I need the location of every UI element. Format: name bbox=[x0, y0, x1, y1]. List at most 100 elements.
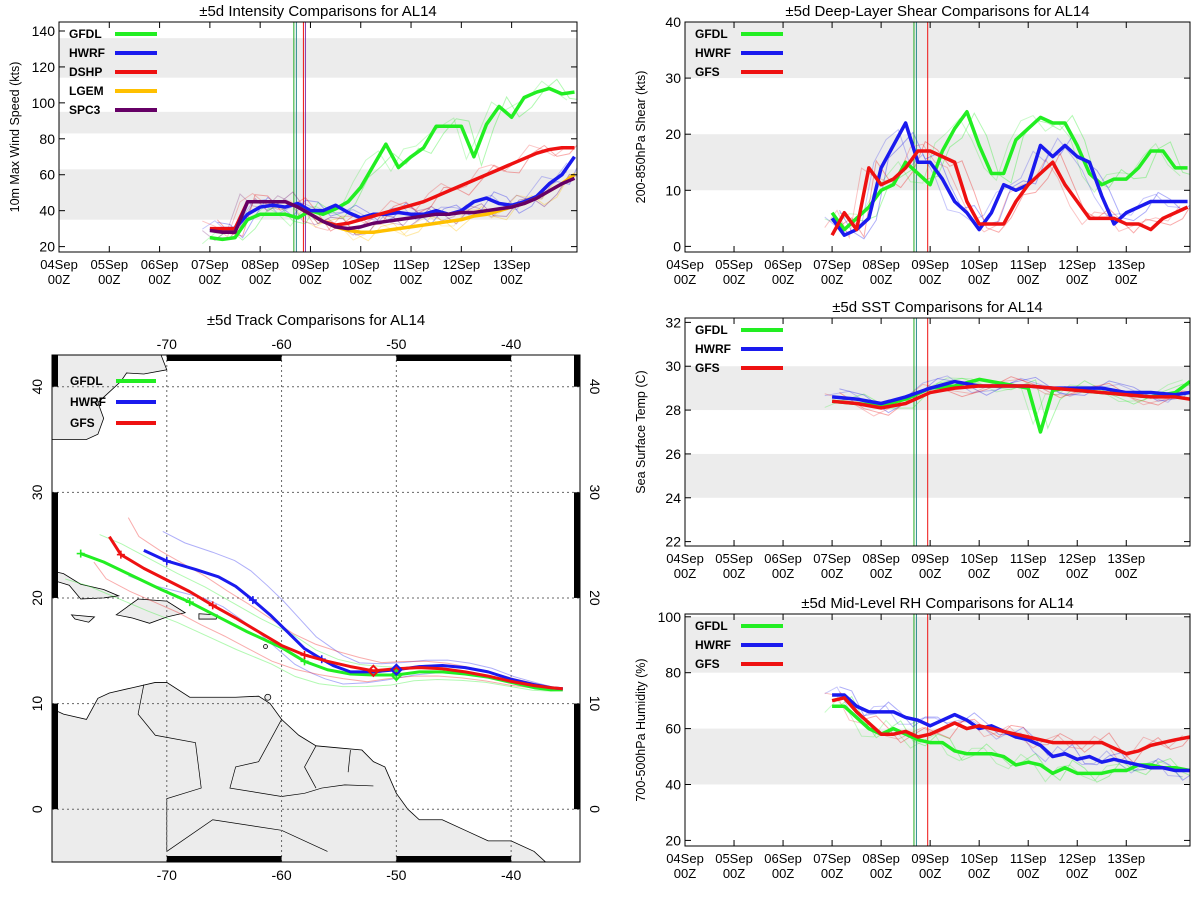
shear-xtick-label-day: 05Sep bbox=[715, 257, 753, 272]
sst-xtick-label-hour: 00Z bbox=[674, 566, 696, 581]
rh-ensemble-gfs-0 bbox=[839, 691, 1190, 764]
sst-band-0 bbox=[685, 453, 1190, 498]
shear-plot-frame bbox=[684, 21, 1191, 253]
rh-xtick-label-day: 07Sep bbox=[813, 851, 851, 866]
florida-land bbox=[52, 527, 53, 531]
intensity-xtick-label-day: 04Sep bbox=[40, 257, 78, 272]
map-lon-label-top: -70 bbox=[157, 336, 177, 352]
rh-xtick-label-day: 05Sep bbox=[715, 851, 753, 866]
sst-ytick-label: 30 bbox=[665, 358, 681, 374]
sst-xtick-label-day: 08Sep bbox=[862, 551, 900, 566]
sst-xtick-label-hour: 00Z bbox=[968, 566, 990, 581]
sst-xtick-label-day: 12Sep bbox=[1058, 551, 1096, 566]
intensity-legend-label: LGEM bbox=[69, 84, 104, 98]
intensity-ensemble-spc3-0 bbox=[217, 173, 577, 239]
shear-xtick-label-day: 13Sep bbox=[1107, 257, 1145, 272]
intensity-xtick-label-hour: 00Z bbox=[249, 272, 271, 287]
sst-plot-frame bbox=[684, 317, 1191, 547]
track-ensemble-gfs-1 bbox=[93, 561, 563, 690]
track-title: ±5d Track Comparisons for AL14 bbox=[207, 312, 425, 329]
map-lat-label-left: 20 bbox=[29, 590, 45, 606]
rh-xtick-label-hour: 00Z bbox=[1115, 866, 1137, 881]
sst-xtick-label-day: 06Sep bbox=[764, 551, 802, 566]
intensity-xtick-label-day: 13Sep bbox=[493, 257, 531, 272]
sst-xtick-label-day: 07Sep bbox=[813, 551, 851, 566]
rh-band-0 bbox=[685, 728, 1190, 785]
rh-ylabel: 700-500hPa Humidity (%) bbox=[634, 658, 648, 801]
shear-series-gfdl bbox=[830, 110, 1188, 232]
rh-plot-frame bbox=[684, 613, 1191, 847]
sst-ytick-label: 32 bbox=[665, 314, 681, 330]
shear-xtick-label-hour: 00Z bbox=[723, 272, 745, 287]
rh-chart: 2040608010004Sep00Z05Sep00Z06Sep00Z07Sep… bbox=[634, 595, 1191, 881]
intensity-plot-frame bbox=[58, 21, 578, 253]
map-frame-bar-left bbox=[52, 703, 58, 810]
intensity-ytick-label: 20 bbox=[39, 239, 55, 255]
rh-xtick-label-hour: 00Z bbox=[1066, 866, 1088, 881]
rh-ytick-label: 40 bbox=[665, 777, 681, 793]
map-lat-label-right: 40 bbox=[587, 379, 603, 395]
shear-legend-label: GFDL bbox=[695, 27, 728, 41]
rh-series-gfs bbox=[831, 696, 1190, 756]
sst-legend-label: HWRF bbox=[695, 342, 731, 356]
country-border-0 bbox=[137, 684, 202, 852]
intensity-series-spc3 bbox=[209, 176, 576, 234]
rh-xtick-label-hour: 00Z bbox=[1017, 866, 1039, 881]
intensity-legend-label: GFDL bbox=[69, 27, 102, 41]
shear-xtick-label-hour: 00Z bbox=[1115, 272, 1137, 287]
intensity-ytick-label: 140 bbox=[32, 23, 56, 39]
map-lat-label-right: 30 bbox=[587, 485, 603, 501]
lesser-antilles-land bbox=[263, 644, 268, 649]
map-lon-label-top: -60 bbox=[271, 336, 291, 352]
country-border-1 bbox=[229, 719, 374, 797]
intensity-xtick-label-hour: 00Z bbox=[299, 272, 321, 287]
map-lat-label-left: 0 bbox=[29, 805, 45, 813]
sst-legend-label: GFS bbox=[695, 361, 720, 375]
rh-ensemble-hwrf-0 bbox=[839, 686, 1190, 781]
map-lon-label-bottom: -40 bbox=[501, 867, 521, 883]
track-position-marker-hwrf bbox=[389, 663, 403, 677]
rh-series-gfdl bbox=[832, 704, 1190, 776]
rh-title: ±5d Mid-Level RH Comparisons for AL14 bbox=[801, 595, 1074, 612]
sst-series-gfs bbox=[831, 384, 1190, 410]
intensity-xtick-label-hour: 00Z bbox=[500, 272, 522, 287]
rh-legend-label: GFDL bbox=[695, 619, 728, 633]
shear-xtick-label-day: 12Sep bbox=[1058, 257, 1096, 272]
rh-xtick-label-hour: 00Z bbox=[919, 866, 941, 881]
shear-ensemble-gfs-0 bbox=[839, 140, 1190, 239]
track-map: -70 -70 -60 -60 -50 -50 -40 -40 0 0 10 10 20 20 30 30 40… bbox=[29, 312, 603, 883]
map-lat-label-right: 20 bbox=[587, 590, 603, 606]
map-lon-label-bottom: -50 bbox=[386, 867, 406, 883]
sst-xtick-label-hour: 00Z bbox=[1017, 566, 1039, 581]
shear-xtick-label-day: 11Sep bbox=[1010, 257, 1047, 272]
sst-ytick-label: 22 bbox=[665, 534, 681, 550]
country-border-2 bbox=[304, 745, 317, 789]
sst-ensemble-gfs-1 bbox=[824, 378, 1183, 417]
rh-xtick-label-hour: 00Z bbox=[870, 866, 892, 881]
track-ensemble-hwrf-0 bbox=[162, 530, 563, 690]
sst-chart: 22242628303204Sep00Z05Sep00Z06Sep00Z07Se… bbox=[634, 299, 1191, 581]
shear-ytick-label: 20 bbox=[665, 126, 681, 142]
intensity-legend-label: SPC3 bbox=[69, 103, 101, 117]
country-border-4 bbox=[166, 819, 328, 852]
sst-xtick-label-day: 13Sep bbox=[1107, 551, 1145, 566]
shear-xtick-label-hour: 00Z bbox=[870, 272, 892, 287]
map-frame-bar-left bbox=[52, 355, 58, 387]
intensity-ytick-label: 80 bbox=[39, 131, 55, 147]
intensity-legend-label: DSHP bbox=[69, 65, 102, 79]
track-position-marker-gfdl bbox=[389, 668, 403, 682]
shear-ensemble-gfs-1 bbox=[824, 143, 1181, 240]
intensity-series-gfdl bbox=[209, 86, 575, 242]
sst-xtick-label-hour: 00Z bbox=[1115, 566, 1137, 581]
map-lat-label-left: 10 bbox=[29, 696, 45, 712]
map-frame-bar-top bbox=[166, 355, 282, 361]
intensity-ytick-label: 120 bbox=[32, 59, 56, 75]
track-series-gfs bbox=[108, 535, 563, 691]
rh-xtick-label-hour: 00Z bbox=[674, 866, 696, 881]
shear-ylabel: 200-850hPa Shear (kts) bbox=[634, 71, 648, 204]
sst-xtick-label-hour: 00Z bbox=[919, 566, 941, 581]
rh-ensemble-hwrf-1 bbox=[824, 686, 1183, 778]
sst-ensemble-gfdl-0 bbox=[839, 377, 1190, 430]
sst-xtick-label-day: 05Sep bbox=[715, 551, 753, 566]
sst-legend-label: GFDL bbox=[695, 323, 728, 337]
